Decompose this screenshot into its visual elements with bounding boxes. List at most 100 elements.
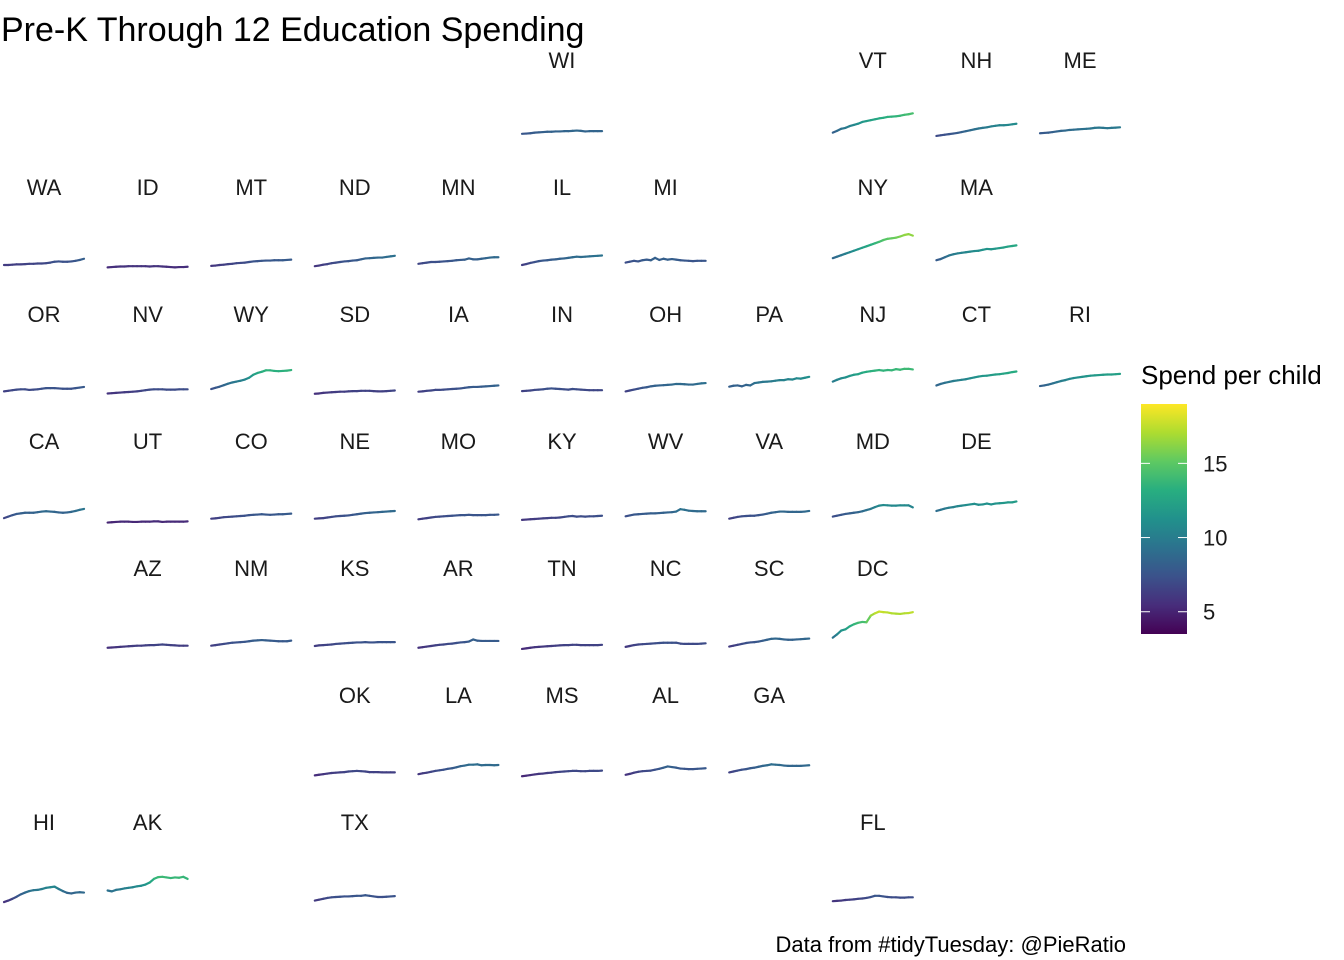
panel-label: DE: [961, 429, 992, 454]
series-segment: [78, 257, 86, 262]
panel-label: IN: [551, 302, 573, 327]
panel-ks: KS: [313, 556, 396, 648]
panel-label: PA: [755, 302, 783, 327]
panel-ga: GA: [728, 683, 811, 774]
legend-ticks: 5 10 15: [1141, 451, 1227, 625]
panel-label: NM: [234, 556, 268, 581]
panel-label: KS: [340, 556, 369, 581]
panel-nc: NC: [624, 556, 707, 648]
panel-sd: SD: [313, 302, 396, 395]
panel-label: DC: [857, 556, 889, 581]
series-segment: [1011, 244, 1018, 248]
panel-label: CT: [962, 302, 991, 327]
panel-label: MO: [441, 429, 476, 454]
series-segment: [1011, 500, 1018, 504]
series-segment: [1011, 122, 1018, 126]
series-segment: [1011, 370, 1018, 374]
panel-ia: IA: [417, 302, 500, 393]
panel-ak: AK: [106, 810, 189, 893]
panel-label: GA: [753, 683, 785, 708]
panel-label: WV: [648, 429, 684, 454]
panel-label: MS: [546, 683, 579, 708]
panel-dc: DC: [831, 556, 914, 639]
panel-va: VA: [728, 429, 811, 520]
series-segment: [907, 233, 914, 237]
panel-label: VA: [755, 429, 783, 454]
panel-pa: PA: [728, 302, 811, 388]
panel-label: OK: [339, 683, 371, 708]
panel-ky: KY: [520, 429, 604, 521]
panel-or: OR: [2, 302, 86, 393]
panel-ct: CT: [935, 302, 1018, 387]
series-segment: [907, 367, 914, 371]
panel-az: AZ: [106, 556, 189, 649]
series-segment: [803, 375, 811, 379]
panel-la: LA: [417, 683, 500, 776]
panel-wy: WY: [210, 302, 293, 391]
panel-mn: MN: [417, 175, 500, 265]
panel-wv: WV: [624, 429, 707, 518]
panel-ne: NE: [313, 429, 396, 520]
panel-ar: AR: [417, 556, 500, 649]
panel-label: AZ: [134, 556, 162, 581]
panel-co: CO: [210, 429, 293, 520]
panel-label: WY: [233, 302, 269, 327]
series-segment: [865, 614, 872, 624]
panel-label: AK: [133, 810, 163, 835]
chart-title: Pre-K Through 12 Education Spending: [1, 11, 584, 49]
panel-label: IL: [553, 175, 571, 200]
panel-label: WA: [27, 175, 62, 200]
panel-ca: CA: [2, 429, 86, 520]
panel-label: HI: [33, 810, 55, 835]
series-segment: [907, 112, 914, 116]
panel-label: MT: [235, 175, 267, 200]
panel-label: ME: [1064, 48, 1097, 73]
series-segment: [907, 504, 914, 509]
panel-md: MD: [831, 429, 914, 518]
panel-nd: ND: [313, 175, 396, 268]
panel-wi: WI: [520, 48, 604, 135]
panel-in: IN: [520, 302, 604, 393]
panel-ma: MA: [935, 175, 1018, 262]
series-segment: [285, 368, 293, 372]
panel-label: NV: [132, 302, 163, 327]
panel-de: DE: [935, 429, 1018, 513]
panel-nv: NV: [106, 302, 189, 395]
panel-sc: SC: [728, 556, 811, 648]
facet-panels: WI VT NH ME WA ID MT ND MN IL MI NY MA OR NV WY SD IA IN OH…: [2, 48, 1122, 904]
panel-ny: NY: [831, 175, 914, 260]
chart-caption: Data from #tidyTuesday: @PieRatio: [775, 932, 1126, 957]
panel-label: OH: [649, 302, 682, 327]
legend-tick-label: 10: [1203, 526, 1227, 551]
legend-title: Spend per child: [1141, 360, 1322, 390]
panel-il: IL: [520, 175, 604, 267]
panel-hi: HI: [2, 810, 86, 904]
panel-nj: NJ: [831, 302, 914, 383]
series-segment: [803, 509, 811, 513]
panel-label: MN: [441, 175, 475, 200]
panel-label: CA: [29, 429, 60, 454]
panel-mt: MT: [210, 175, 293, 267]
panel-label: NJ: [859, 302, 886, 327]
panel-label: SC: [754, 556, 785, 581]
panel-label: RI: [1069, 302, 1091, 327]
panel-ok: OK: [313, 683, 396, 777]
panel-label: SD: [340, 302, 371, 327]
panel-label: MD: [856, 429, 890, 454]
panel-tn: TN: [520, 556, 604, 651]
panel-mi: MI: [624, 175, 707, 264]
legend-colorbar: [1141, 404, 1187, 634]
panel-label: FL: [860, 810, 886, 835]
panel-nm: NM: [210, 556, 293, 647]
series-segment: [78, 507, 86, 511]
panel-al: AL: [624, 683, 707, 776]
panel-mo: MO: [417, 429, 500, 521]
series-segment: [907, 611, 914, 615]
panel-fl: FL: [831, 810, 914, 903]
panel-wa: WA: [2, 175, 86, 267]
panel-label: NH: [961, 48, 993, 73]
panel-label: ND: [339, 175, 371, 200]
panel-label: UT: [133, 429, 162, 454]
color-legend: Spend per child 5 10 15: [1141, 360, 1322, 634]
panel-label: MI: [653, 175, 677, 200]
